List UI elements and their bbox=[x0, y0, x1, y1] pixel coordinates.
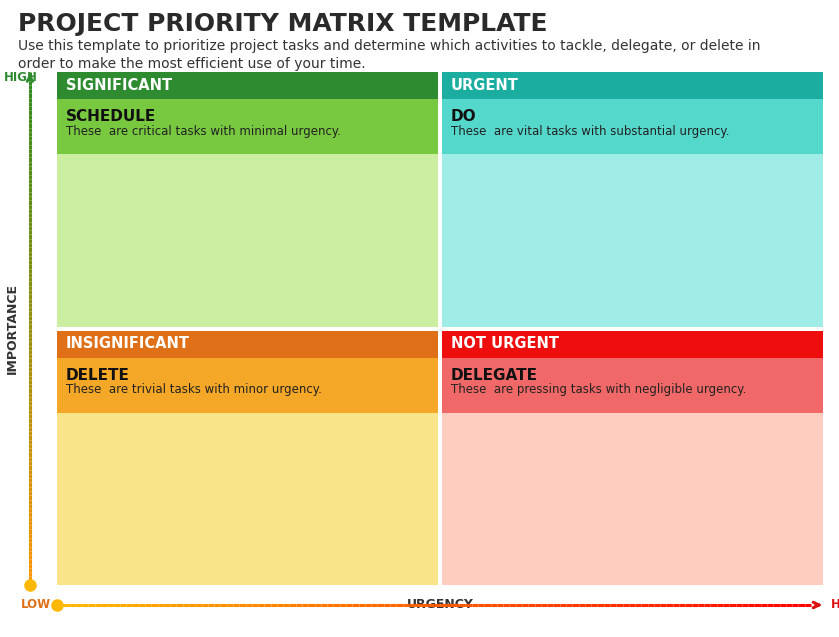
Bar bbox=[442, 357, 823, 413]
Text: SCHEDULE: SCHEDULE bbox=[66, 109, 156, 124]
Bar bbox=[442, 72, 823, 99]
Text: DO: DO bbox=[451, 109, 477, 124]
Text: Use this template to prioritize project tasks and determine which activities to : Use this template to prioritize project … bbox=[18, 39, 760, 71]
Text: These  are trivial tasks with minor urgency.: These are trivial tasks with minor urgen… bbox=[66, 383, 322, 396]
Text: HIGH: HIGH bbox=[4, 71, 38, 84]
Bar bbox=[57, 72, 438, 327]
Bar bbox=[442, 331, 823, 585]
Bar bbox=[57, 99, 438, 154]
Text: These  are vital tasks with substantial urgency.: These are vital tasks with substantial u… bbox=[451, 125, 729, 138]
Text: DELEGATE: DELEGATE bbox=[451, 368, 538, 382]
Bar bbox=[57, 331, 438, 357]
Text: SIGNIFICANT: SIGNIFICANT bbox=[66, 78, 172, 93]
Bar bbox=[442, 72, 823, 327]
Text: These  are critical tasks with minimal urgency.: These are critical tasks with minimal ur… bbox=[66, 125, 341, 138]
Text: IMPORTANCE: IMPORTANCE bbox=[6, 283, 18, 374]
Bar bbox=[57, 331, 438, 585]
Bar bbox=[442, 331, 823, 357]
Text: URGENCY: URGENCY bbox=[407, 599, 473, 612]
Bar bbox=[442, 99, 823, 154]
Text: URGENT: URGENT bbox=[451, 78, 519, 93]
Text: PROJECT PRIORITY MATRIX TEMPLATE: PROJECT PRIORITY MATRIX TEMPLATE bbox=[18, 12, 548, 36]
Text: DELETE: DELETE bbox=[66, 368, 130, 382]
Bar bbox=[57, 72, 438, 99]
Text: NOT URGENT: NOT URGENT bbox=[451, 336, 559, 352]
Text: These  are pressing tasks with negligible urgency.: These are pressing tasks with negligible… bbox=[451, 383, 747, 396]
Bar bbox=[57, 357, 438, 413]
Text: INSIGNIFICANT: INSIGNIFICANT bbox=[66, 336, 190, 352]
Text: LOW: LOW bbox=[21, 599, 51, 612]
Text: HIGH: HIGH bbox=[831, 599, 839, 612]
